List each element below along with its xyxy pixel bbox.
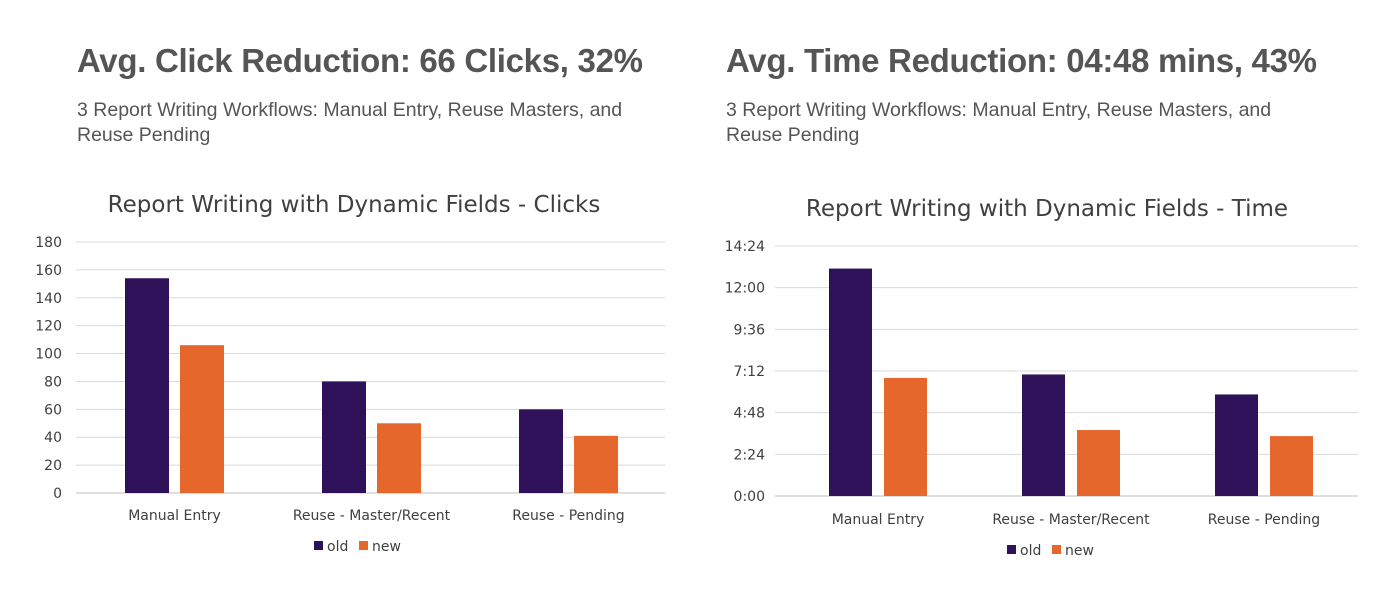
bar-new-1 <box>1077 430 1120 496</box>
legend-swatch-new <box>359 541 368 550</box>
bar-old-0 <box>125 278 169 493</box>
bar-old-1 <box>1022 374 1065 496</box>
time-headline: Avg. Time Reduction: 04:48 mins, 43% <box>726 42 1317 79</box>
time-panel: Avg. Time Reduction: 04:48 mins, 43% 3 R… <box>650 0 1358 589</box>
legend-swatch-old <box>1007 545 1016 554</box>
category-label: Manual Entry <box>832 512 925 528</box>
y-tick-label: 140 <box>35 291 62 307</box>
category-label: Reuse - Master/Recent <box>293 508 451 524</box>
bar-new-0 <box>884 377 927 496</box>
bar-old-1 <box>322 381 366 493</box>
legend-label-old: old <box>1020 543 1041 559</box>
y-tick-label: 180 <box>35 235 62 251</box>
chart-title: Report Writing with Dynamic Fields - Cli… <box>108 192 601 218</box>
bar-new-0 <box>180 345 224 493</box>
chart-title: Report Writing with Dynamic Fields - Tim… <box>806 196 1288 222</box>
y-tick-label: 60 <box>44 402 62 418</box>
bar-old-2 <box>1215 394 1258 496</box>
clicks-bar-chart: Report Writing with Dynamic Fields - Cli… <box>35 192 665 555</box>
bar-new-2 <box>574 435 618 493</box>
clicks-headline: Avg. Click Reduction: 66 Clicks, 32% <box>77 42 643 79</box>
legend-label-new: new <box>1065 543 1094 559</box>
bar-new-2 <box>1270 436 1313 496</box>
y-tick-label: 20 <box>44 458 62 474</box>
y-tick-label: 14:24 <box>725 239 765 255</box>
y-tick-label: 100 <box>35 347 62 363</box>
y-tick-label: 9:36 <box>734 322 766 338</box>
y-tick-label: 4:48 <box>734 406 765 422</box>
legend-label-new: new <box>372 539 401 555</box>
y-tick-label: 0:00 <box>734 489 765 505</box>
bar-new-1 <box>377 423 421 493</box>
category-label: Manual Entry <box>128 508 221 524</box>
y-tick-label: 120 <box>35 319 62 335</box>
bar-old-2 <box>519 409 563 493</box>
y-tick-label: 40 <box>44 430 62 446</box>
y-tick-label: 2:24 <box>734 447 766 463</box>
clicks-panel: Avg. Click Reduction: 66 Clicks, 32% 3 R… <box>0 0 665 589</box>
category-label: Reuse - Master/Recent <box>992 512 1150 528</box>
clicks-subtitle: 3 Report Writing Workflows: Manual Entry… <box>77 99 623 146</box>
legend-swatch-old <box>314 541 323 550</box>
time-subtitle: 3 Report Writing Workflows: Manual Entry… <box>726 99 1272 146</box>
category-label: Reuse - Pending <box>512 508 624 524</box>
legend-swatch-new <box>1052 545 1061 554</box>
y-tick-label: 12:00 <box>725 281 765 297</box>
time-bar-chart: Report Writing with Dynamic Fields - Tim… <box>725 196 1358 559</box>
legend-label-old: old <box>327 539 348 555</box>
y-tick-label: 0 <box>53 486 62 502</box>
y-tick-label: 80 <box>44 374 62 390</box>
category-label: Reuse - Pending <box>1208 512 1320 528</box>
y-tick-label: 7:12 <box>734 364 765 380</box>
bar-old-0 <box>829 268 872 496</box>
y-tick-label: 160 <box>35 263 62 279</box>
